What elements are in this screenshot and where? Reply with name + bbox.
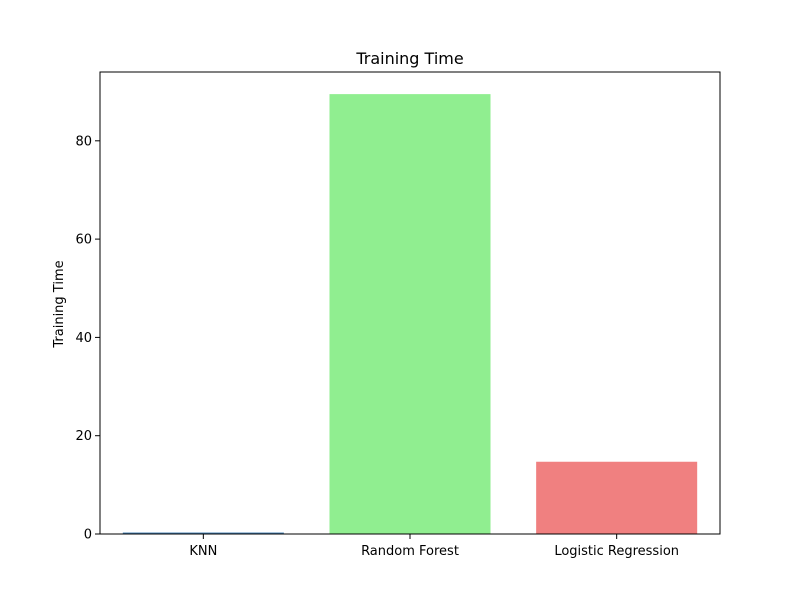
x-tick-label-random-forest: Random Forest [361, 544, 459, 559]
y-tick-label-40: 40 [75, 331, 92, 346]
x-axis: KNN Random Forest Logistic Regression [189, 534, 679, 559]
x-tick-label-knn: KNN [189, 544, 217, 559]
y-tick-label-80: 80 [75, 134, 92, 149]
x-tick-label-logistic-regression: Logistic Regression [554, 544, 679, 559]
bar-knn [122, 532, 284, 534]
bar-logistic-regression [536, 461, 698, 534]
y-tick-label-0: 0 [84, 528, 92, 543]
y-axis-title: Training Time [52, 260, 67, 348]
y-tick-label-60: 60 [75, 233, 92, 248]
chart-title: Training Time [355, 49, 463, 68]
y-axis: 0 20 40 60 80 [75, 134, 100, 543]
plot-area [122, 94, 698, 535]
plot-frame [99, 71, 721, 535]
y-tick-label-20: 20 [75, 429, 92, 444]
bar-random-forest [329, 94, 491, 535]
